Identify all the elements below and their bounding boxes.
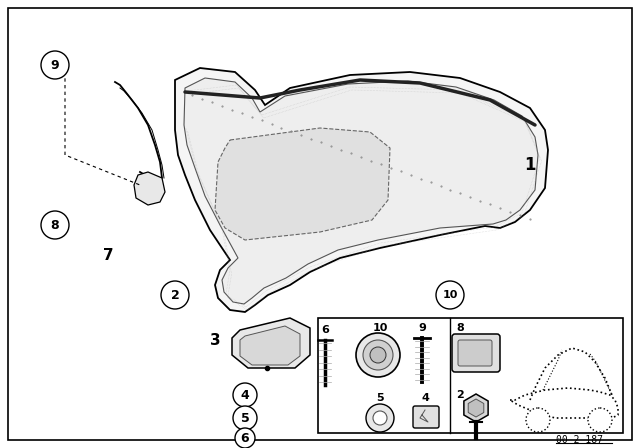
Text: 4: 4: [421, 393, 429, 403]
Circle shape: [41, 211, 69, 239]
Text: 10: 10: [442, 290, 458, 300]
Circle shape: [373, 411, 387, 425]
Text: 8: 8: [51, 219, 60, 232]
Circle shape: [233, 383, 257, 407]
Text: 5: 5: [376, 393, 384, 403]
Text: 7: 7: [102, 247, 113, 263]
Circle shape: [363, 340, 393, 370]
Circle shape: [436, 281, 464, 309]
Circle shape: [235, 428, 255, 448]
Polygon shape: [134, 172, 165, 205]
Polygon shape: [232, 318, 310, 368]
Circle shape: [161, 281, 189, 309]
Polygon shape: [184, 78, 538, 304]
Text: 10: 10: [372, 323, 388, 333]
Circle shape: [356, 333, 400, 377]
Polygon shape: [240, 326, 300, 365]
FancyBboxPatch shape: [413, 406, 439, 428]
Text: 3: 3: [210, 332, 220, 348]
Text: 2: 2: [456, 390, 464, 400]
Text: 6: 6: [321, 325, 329, 335]
Circle shape: [588, 408, 612, 432]
FancyBboxPatch shape: [452, 334, 500, 372]
Text: 1: 1: [524, 156, 536, 174]
Polygon shape: [175, 68, 548, 312]
Circle shape: [370, 347, 386, 363]
Circle shape: [41, 51, 69, 79]
Circle shape: [366, 404, 394, 432]
Bar: [318, 318, 623, 433]
Text: 00 2 187: 00 2 187: [557, 435, 604, 445]
Circle shape: [233, 406, 257, 430]
FancyBboxPatch shape: [458, 340, 492, 366]
Text: 6: 6: [241, 431, 250, 444]
Text: 9: 9: [418, 323, 426, 333]
Text: 9: 9: [51, 59, 60, 72]
Text: 5: 5: [241, 412, 250, 425]
Circle shape: [526, 408, 550, 432]
Text: 2: 2: [171, 289, 179, 302]
Polygon shape: [215, 128, 390, 240]
Text: 8: 8: [456, 323, 464, 333]
Text: 4: 4: [241, 388, 250, 401]
